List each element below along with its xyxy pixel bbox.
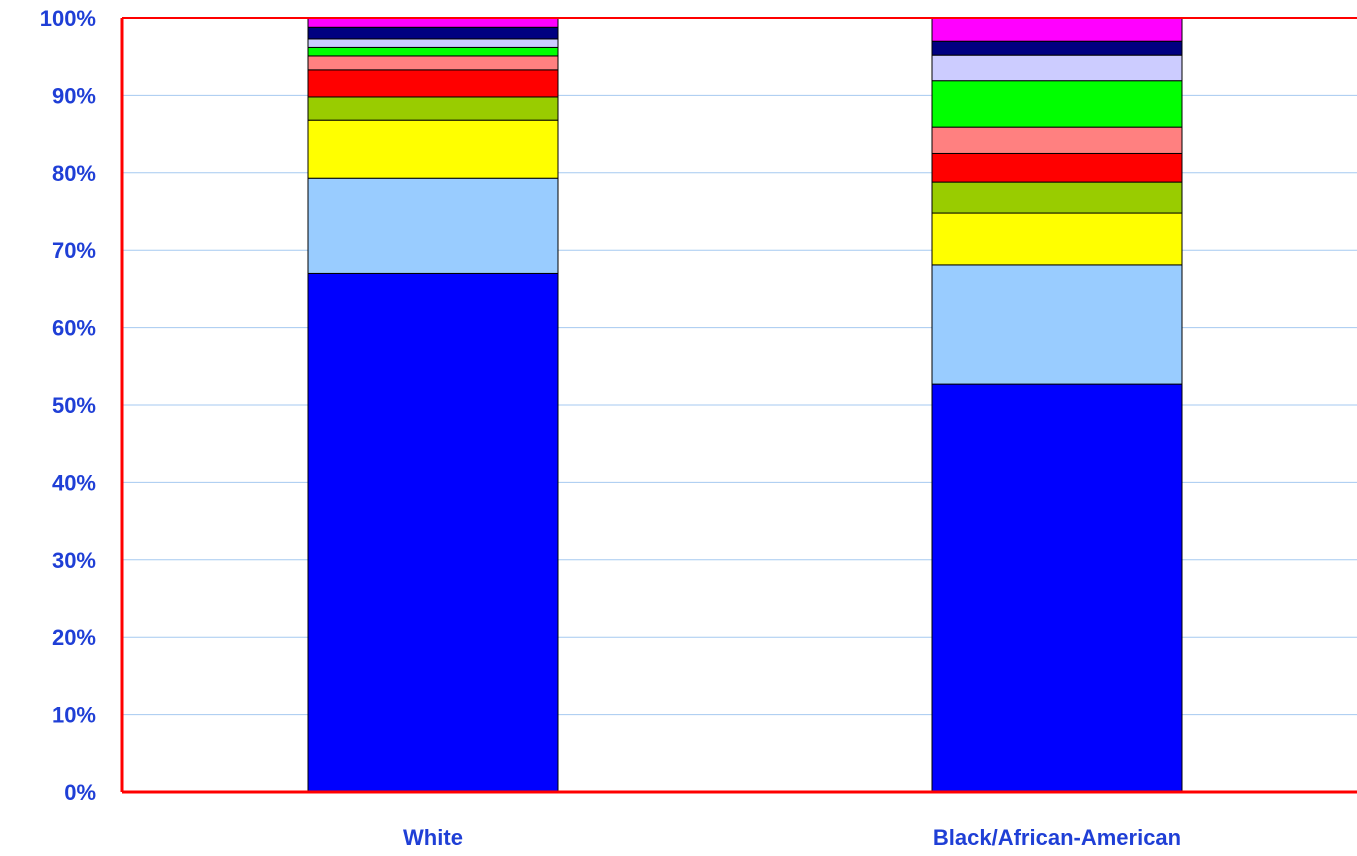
bar-segment-2-9 (931, 40, 1183, 56)
bar-segment-1-9 (307, 26, 559, 40)
bar-segment-1-7 (307, 46, 559, 57)
bar-segment-2-3 (931, 212, 1183, 266)
y-tick-label: 80% (52, 161, 96, 186)
bar-segment-2-1 (931, 383, 1183, 793)
bar-segment-2-7 (931, 80, 1183, 128)
bar-segment-1-4 (307, 96, 559, 121)
x-category-label: White (403, 825, 463, 850)
y-tick-label: 20% (52, 625, 96, 650)
bar-segment-2-6 (931, 126, 1183, 154)
bar-segment-2-5 (931, 152, 1183, 183)
y-tick-label: 10% (52, 703, 96, 728)
bar-segment-1-8 (307, 38, 559, 48)
axes (120, 17, 1357, 794)
x-category-labels: White Black/African-American (403, 825, 1181, 850)
y-tick-label: 60% (52, 316, 96, 341)
y-tick-label: 0% (64, 780, 96, 805)
y-tick-label: 50% (52, 393, 96, 418)
bar-segment-1-1 (307, 272, 559, 793)
y-tick-label: 90% (52, 83, 96, 108)
bar-segment-1-5 (307, 69, 559, 98)
bar-segment-2-2 (931, 264, 1183, 385)
y-tick-label: 30% (52, 548, 96, 573)
bars (307, 17, 1183, 793)
bar-segment-1-3 (307, 119, 559, 179)
bar-segment-1-10 (307, 17, 559, 28)
bar-segment-2-10 (931, 17, 1183, 42)
x-category-label: Black/African-American (933, 825, 1181, 850)
y-tick-labels: 0% 10% 20% 30% 40% 50% 60% 70% 80% 90% 100% (40, 6, 96, 805)
bar-segment-2-8 (931, 54, 1183, 82)
y-tick-label: 100% (40, 6, 96, 31)
y-tick-label: 40% (52, 470, 96, 495)
bar-segment-2-4 (931, 181, 1183, 214)
y-tick-label: 70% (52, 238, 96, 263)
bar-segment-1-2 (307, 177, 559, 274)
bar-segment-1-6 (307, 55, 559, 71)
